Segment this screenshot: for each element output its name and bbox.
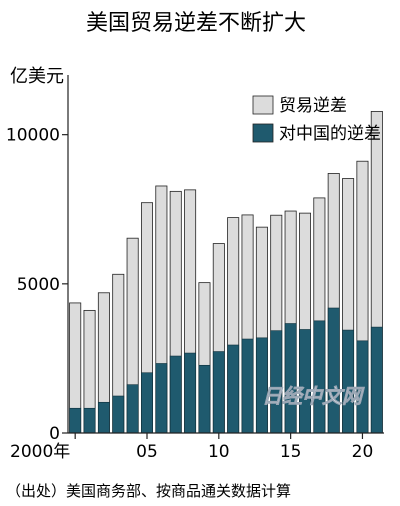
chart-title: 美国贸易逆差不断扩大 (86, 11, 306, 36)
bar-china-2015 (284, 323, 297, 434)
bars-group (69, 110, 383, 434)
bar-china-2000 (69, 407, 82, 434)
bar-china-2007 (169, 355, 182, 434)
x-axis: 2000年 05 10 15 20 (10, 432, 384, 462)
watermark: 日经中文网 (262, 384, 365, 408)
bar-china-2002 (98, 401, 110, 434)
y-tick-label-10000: 10000 (6, 126, 60, 146)
bar-china-2016 (299, 329, 311, 434)
x-tick-label-2015: 15 (280, 442, 302, 462)
bar-china-2017 (313, 320, 326, 434)
x-tick-label-2000: 2000年 (10, 442, 70, 462)
bar-china-2001 (83, 407, 96, 434)
y-axis: 0 5000 10000 (6, 75, 69, 444)
bar-china-2021 (370, 326, 383, 434)
legend-label-total: 贸易逆差 (279, 96, 347, 116)
x-tick-label-2010: 10 (208, 442, 230, 462)
bar-china-2008 (184, 352, 196, 434)
bar-china-2004 (126, 384, 139, 434)
bar-china-2012 (241, 338, 254, 434)
y-tick-label-5000: 5000 (17, 275, 60, 295)
x-tick-label-2020: 20 (352, 442, 374, 462)
bar-china-2014 (270, 330, 283, 434)
bar-china-2011 (227, 344, 240, 434)
bar-china-2018 (327, 307, 340, 434)
y-axis-label: 亿美元 (10, 66, 64, 87)
bar-china-2009 (198, 364, 211, 434)
bar-china-2019 (342, 329, 354, 434)
bar-china-2006 (155, 363, 168, 434)
x-tick-label-2005: 05 (136, 442, 158, 462)
bar-china-2005 (141, 372, 153, 434)
legend-swatch-total (252, 95, 274, 115)
bar-china-2010 (212, 351, 225, 434)
legend-swatch-china (252, 123, 274, 143)
bar-china-2003 (112, 395, 125, 434)
legend-label-china: 对中国的逆差 (279, 124, 381, 144)
source-note: （出处）美国商务部、按商品通关数据计算 (6, 482, 291, 500)
y-tick-label-0: 0 (49, 424, 60, 444)
